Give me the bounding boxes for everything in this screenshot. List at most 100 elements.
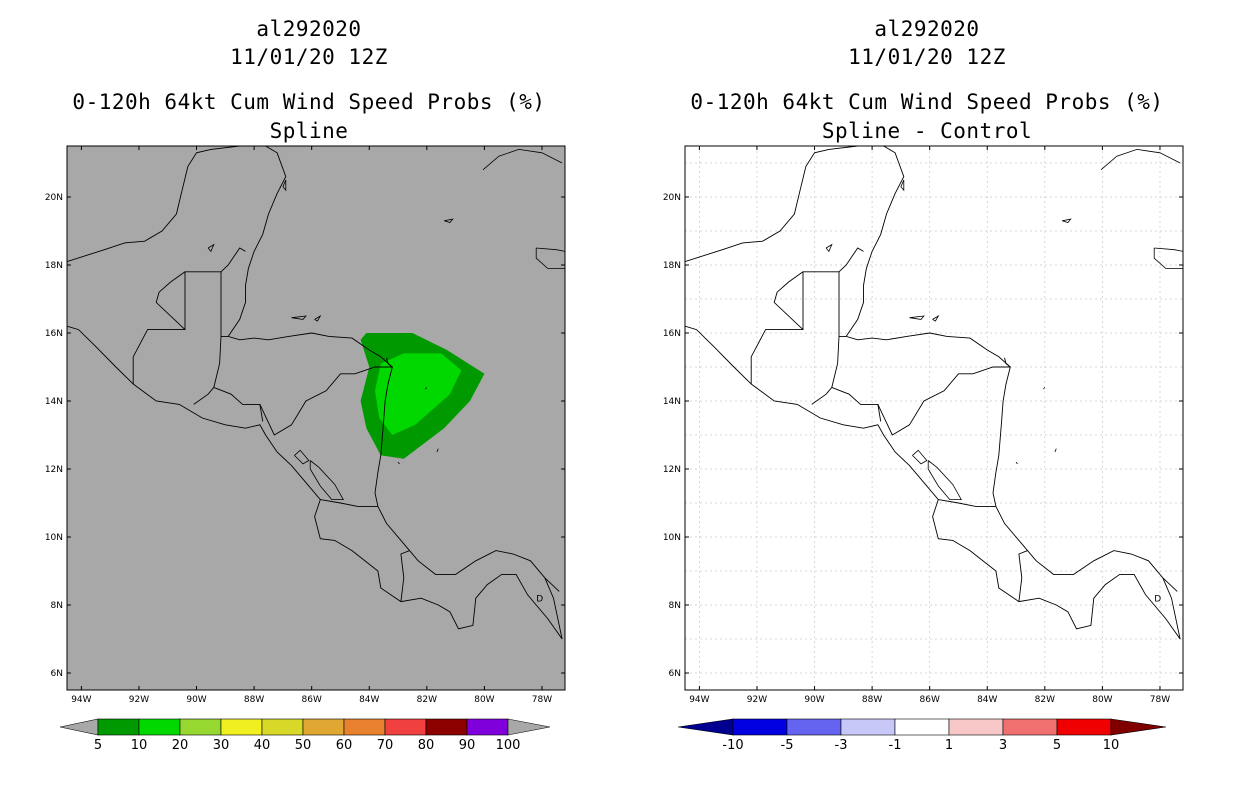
- island-outline: [932, 314, 940, 322]
- lat-tick-label: 16N: [663, 329, 681, 339]
- coastline: [132, 271, 229, 384]
- lon-tick-label: 90W: [804, 695, 824, 705]
- colorbar-label: 70: [377, 738, 394, 753]
- lake-outline: [294, 449, 310, 465]
- coastline: [544, 577, 563, 640]
- island-outline: [291, 315, 307, 320]
- lon-tick-label: 86W: [920, 695, 940, 705]
- colorbar-label: 3: [999, 738, 1007, 753]
- product-title: 0-120h 64kt Cum Wind Speed Probs (%): [690, 90, 1164, 114]
- lon-tick-label: 86W: [302, 695, 322, 705]
- colorbar-high-arrow: [1110, 718, 1167, 736]
- island-outline: [436, 448, 439, 453]
- coastline: [320, 499, 378, 507]
- product-title: 0-120h 64kt Cum Wind Speed Probs (%): [72, 90, 546, 114]
- colorbar-label: 90: [459, 738, 476, 753]
- lat-tick-label: 6N: [669, 669, 681, 679]
- colorbar: -10 -5 -3 -1 1 3 5 10: [677, 718, 1167, 753]
- map-figure-difference: D 94W 92W 90W 88W 86W 84W 82W 80W 78W 6N 8N 10N 12N 14…: [663, 145, 1184, 753]
- lat-tick-label: 16N: [45, 329, 63, 339]
- subtitle: Spline - Control: [821, 119, 1033, 143]
- lat-tick-label: 10N: [663, 533, 681, 543]
- colorbar-label: 5: [1053, 738, 1061, 753]
- colorbar: 5 10 20 30 40 50 60 70 80 90 100: [59, 718, 551, 753]
- colorbar-swatch: [97, 718, 140, 736]
- colorbar-label: -3: [835, 738, 848, 753]
- map-marker-label: D: [1154, 595, 1161, 605]
- colorbar-label: -1: [889, 738, 902, 753]
- coastline: [400, 550, 410, 602]
- subtitle: Spline: [269, 119, 349, 143]
- datetime-title: 11/01/20 12Z: [230, 45, 388, 69]
- colorbar-swatch: [894, 718, 950, 736]
- island-outline: [825, 243, 833, 253]
- coastline: [750, 271, 847, 384]
- coastline: [938, 499, 996, 507]
- colorbar-low-arrow: [677, 718, 734, 736]
- map-background: [67, 146, 565, 690]
- coastline: [1004, 357, 1011, 368]
- lon-tick-label: 82W: [417, 695, 437, 705]
- colorbar-high-arrow: [507, 718, 551, 736]
- map-layer: D: [685, 146, 1183, 690]
- colorbar-label: 5: [94, 738, 102, 753]
- colorbar-label: -5: [781, 738, 794, 753]
- colorbar-swatch: [1002, 718, 1058, 736]
- datetime-title: 11/01/20 12Z: [848, 45, 1006, 69]
- colorbar-label: 80: [418, 738, 435, 753]
- lon-tick-label: 92W: [129, 695, 149, 705]
- lat-tick-label: 12N: [663, 465, 681, 475]
- colorbar-swatch: [302, 718, 345, 736]
- coastline: [67, 325, 563, 640]
- island-outline: [397, 461, 400, 465]
- lon-tick-label: 94W: [71, 695, 91, 705]
- island-outline: [1015, 461, 1018, 465]
- colorbar-swatch: [425, 718, 468, 736]
- coastline: [811, 336, 840, 405]
- island-outline: [282, 179, 287, 192]
- probability-region-10: [375, 353, 462, 435]
- island-outline: [207, 243, 215, 253]
- coastline: [386, 357, 393, 368]
- colorbar-swatch: [261, 718, 304, 736]
- colorbar-label: 10: [131, 738, 148, 753]
- lat-tick-label: 8N: [669, 601, 681, 611]
- lon-tick-label: 80W: [474, 695, 494, 705]
- island-outline: [482, 148, 563, 171]
- lake-outline: [309, 460, 344, 500]
- lon-tick-label: 88W: [244, 695, 264, 705]
- lat-tick-label: 18N: [663, 261, 681, 271]
- colorbar-swatch: [786, 718, 842, 736]
- island-outline: [443, 218, 454, 223]
- coastline: [1162, 577, 1181, 640]
- lake-outline: [927, 460, 962, 500]
- lon-tick-label: 80W: [1092, 695, 1112, 705]
- colorbar-swatch: [466, 718, 509, 736]
- colorbar-low-arrow: [59, 718, 99, 736]
- coastline: [220, 247, 246, 273]
- lon-tick-label: 88W: [862, 695, 882, 705]
- lon-tick-label: 84W: [359, 695, 379, 705]
- lon-tick-label: 84W: [977, 695, 997, 705]
- map-layer: D: [67, 146, 565, 640]
- lon-tick-label: 78W: [532, 695, 552, 705]
- coastline: [773, 271, 804, 330]
- lat-tick-label: 12N: [45, 465, 63, 475]
- colorbar-swatch: [343, 718, 386, 736]
- colorbar-label: 20: [172, 738, 189, 753]
- island-outline: [1100, 148, 1181, 171]
- colorbar-swatch: [384, 718, 427, 736]
- coastline: [877, 366, 1011, 436]
- storm-id-title: al292020: [256, 17, 362, 41]
- coastline: [831, 386, 882, 422]
- colorbar-swatch: [840, 718, 896, 736]
- lat-tick-label: 20N: [45, 193, 63, 203]
- lat-tick-label: 14N: [45, 397, 63, 407]
- lon-tick-label: 90W: [186, 695, 206, 705]
- colorbar-label: 40: [254, 738, 271, 753]
- colorbar-swatch: [179, 718, 222, 736]
- lon-tick-label: 94W: [689, 695, 709, 705]
- colorbar-label: 1: [945, 738, 953, 753]
- map-frame: [66, 145, 566, 691]
- lake-outline: [912, 449, 928, 465]
